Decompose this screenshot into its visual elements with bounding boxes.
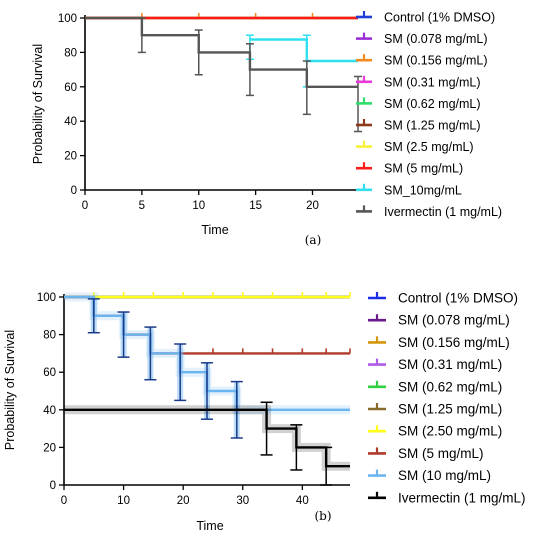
legend-label: SM (0.31 mg/mL) [384,75,481,89]
legend-label: SM (0.62 mg/mL) [398,379,502,394]
legend-label: SM (1.25 mg/mL) [398,402,502,417]
panel-b: 0 20 40 60 80 100 0 10 20 30 40 Time Probability of … [3,291,526,534]
series-line [64,295,350,411]
legend-label: Ivermectin (1 mg/mL) [398,490,526,505]
y-tick-label: 100 [58,13,77,25]
legend-label: SM (0.156 mg/mL) [398,335,510,350]
y-tick-label: 100 [37,292,56,304]
x-tick-label: 20 [306,200,319,212]
panel-a: 0 20 40 60 80 100 0 5 10 15 20 Time Probability of S… [31,11,502,248]
legend-label: SM (0.62 mg/mL) [384,97,481,111]
x-tick-label: 10 [192,200,205,212]
y-tick-label: 60 [64,82,77,94]
y-tick-label: 0 [50,480,56,492]
series-line [85,16,358,88]
series-line [249,38,358,63]
y-tick-label: 60 [43,367,56,379]
y-tick-label: 80 [64,47,77,59]
y-axis-title: Probability of Survival [31,44,45,164]
legend-label: SM (2.50 mg/mL) [398,424,502,439]
y-axis-title: Probability of Survival [3,330,17,450]
legend-label: SM (0.156 mg/mL) [384,54,488,68]
legend-label: SM_10mg/mL [384,183,462,197]
legend-label: Ivermectin (1 mg/mL) [384,205,502,219]
y-tick-label: 80 [43,330,56,342]
y-tick-label: 0 [71,185,77,197]
x-axis-title: Time [201,223,228,237]
y-tick-label: 40 [43,405,56,417]
x-axis-title: Time [196,519,223,533]
legend-label: Control (1% DMSO) [398,291,518,306]
legend-label: SM (2.5 mg/mL) [384,140,474,154]
x-tick-label: 0 [82,200,88,212]
y-tick-label: 20 [64,151,77,163]
legend-label: Control (1% DMSO) [384,11,495,25]
x-tick-label: 10 [117,495,130,507]
x-tick-label: 15 [249,200,262,212]
legend-label: SM (5 mg/mL) [398,446,484,461]
x-tick-label: 30 [236,495,249,507]
legend-label: SM (0.31 mg/mL) [398,357,502,372]
legend-label: SM (0.078 mg/mL) [384,32,488,46]
x-tick-label: 20 [177,495,190,507]
legend-label: SM (5 mg/mL) [384,162,463,176]
panel-label: (a) [305,233,322,247]
legend-label: SM (10 mg/mL) [398,468,491,483]
panel-label: (b) [314,509,331,523]
legend-label: SM (0.078 mg/mL) [398,313,510,328]
y-tick-label: 20 [43,442,56,454]
x-tick-label: 0 [61,495,67,507]
x-tick-label: 5 [139,200,145,212]
legend-label: SM (1.25 mg/mL) [384,119,481,133]
y-tick-label: 40 [64,116,77,128]
series-line [64,295,350,355]
x-tick-label: 40 [296,495,309,507]
